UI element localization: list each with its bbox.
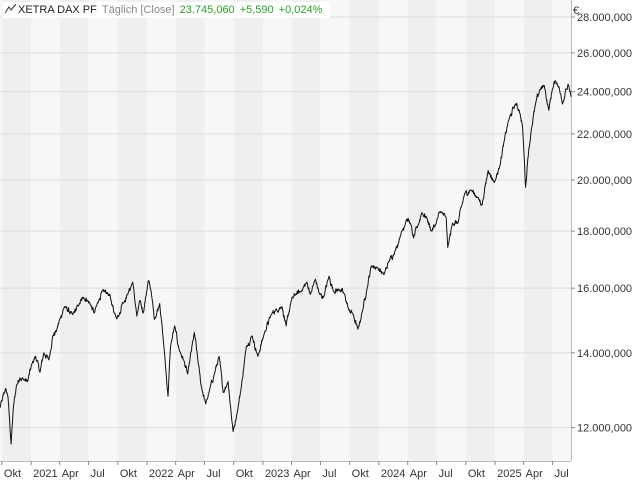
quarter-band <box>117 0 148 461</box>
x-tick-label: Apr <box>62 468 79 480</box>
quarter-band <box>552 0 571 461</box>
change-percent: +0,024% <box>278 4 323 16</box>
y-tick-label: 18.000,000 <box>577 226 632 238</box>
x-tick-label: 2023 <box>265 468 289 480</box>
quarter-band <box>523 0 553 461</box>
quarter-band <box>495 0 524 461</box>
x-tick-label: Jul <box>91 468 105 480</box>
y-tick-label: 26.000,000 <box>577 48 632 60</box>
quarter-band <box>291 0 321 461</box>
quarter-band <box>378 0 408 461</box>
y-tick-label: 22.000,000 <box>577 129 632 141</box>
quarter-band <box>465 0 496 461</box>
y-tick-label: 20.000,000 <box>577 175 632 187</box>
x-tick-label: Apr <box>410 468 427 480</box>
x-tick-label: 2021 <box>33 468 57 480</box>
x-tick-label: Jul <box>439 468 453 480</box>
x-tick-label: 2024 <box>381 468 405 480</box>
quarter-band <box>233 0 263 461</box>
change-absolute: +5,590 <box>239 4 274 16</box>
x-tick-label: Okt <box>352 468 369 480</box>
x-tick-label: Okt <box>4 468 21 480</box>
x-tick-label: Okt <box>120 468 137 480</box>
quarter-band <box>204 0 234 461</box>
quarter-band <box>147 0 176 461</box>
currency-label: € <box>573 5 579 17</box>
y-tick-label: 24.000,000 <box>577 87 632 99</box>
quarter-band <box>1 0 32 461</box>
quarter-band <box>31 0 60 461</box>
y-tick-label: 14.000,000 <box>577 348 632 360</box>
x-tick-label: Apr <box>294 468 311 480</box>
frequency-label: Täglich [Close] <box>101 4 175 16</box>
x-tick-label: 2022 <box>149 468 173 480</box>
quarter-band <box>0 0 2 461</box>
quarter-band <box>88 0 118 461</box>
quarter-band <box>320 0 350 461</box>
x-tick-label: Apr <box>178 468 195 480</box>
y-tick-label: 16.000,000 <box>577 283 632 295</box>
quarter-band <box>349 0 379 461</box>
x-tick-label: Jul <box>322 468 336 480</box>
price-line-series <box>0 80 572 445</box>
quarter-band <box>175 0 205 461</box>
x-tick-label: 2025 <box>497 468 521 480</box>
y-tick-label: 12.000,000 <box>577 423 632 435</box>
line-chart-icon <box>4 3 17 17</box>
x-tick-label: Apr <box>526 468 543 480</box>
quarter-band <box>59 0 89 461</box>
instrument-title: XETRA DAX PF <box>18 4 97 16</box>
x-tick-label: Okt <box>468 468 485 480</box>
quarter-band <box>262 0 292 461</box>
last-value: 23.745,060 <box>179 4 235 16</box>
y-tick-label: 28.000,000 <box>577 12 632 24</box>
x-tick-label: Jul <box>207 468 221 480</box>
x-tick-label: Okt <box>236 468 253 480</box>
chart-header: XETRA DAX PF Täglich [Close] 23.745,060 … <box>2 2 331 18</box>
x-tick-label: Jul <box>555 468 569 480</box>
